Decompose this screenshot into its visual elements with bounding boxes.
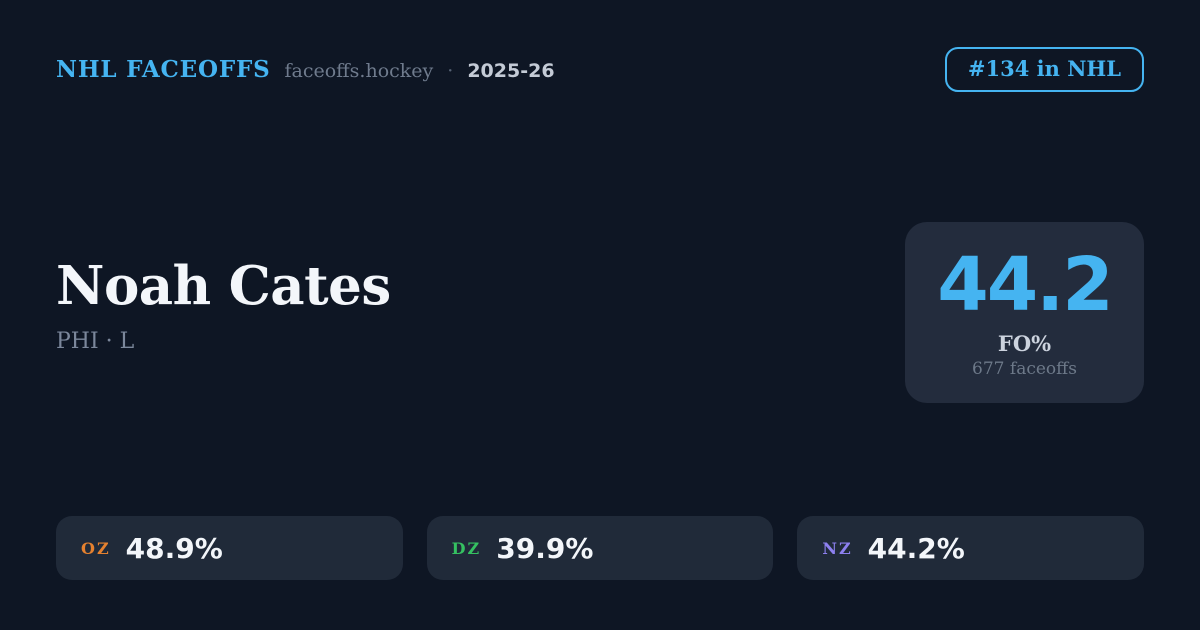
- player-name: Noah Cates: [56, 255, 391, 317]
- season-label: 2025-26: [467, 59, 555, 82]
- faceoff-pct-value: 44.2: [937, 242, 1114, 328]
- player-team-position: PHI · L: [56, 329, 135, 354]
- faceoff-summary-card: 44.2 FO% 677 faceoffs: [905, 222, 1144, 403]
- zone-label-nz: NZ: [822, 538, 853, 558]
- faceoff-pct-label: FO%: [997, 331, 1052, 356]
- brand-group: NHL FACEOFFS faceoffs.hockey · 2025-26: [56, 56, 555, 83]
- zone-label-dz: DZ: [451, 538, 482, 558]
- zone-stats-row: OZ 48.9% DZ 39.9% NZ 44.2%: [56, 516, 1145, 580]
- zone-value-nz: 44.2%: [867, 531, 965, 565]
- zone-pill-defensive: DZ 39.9%: [426, 516, 774, 580]
- separator-dot: ·: [447, 59, 454, 82]
- site-url: faceoffs.hockey: [284, 59, 434, 82]
- zone-pill-neutral: NZ 44.2%: [797, 516, 1145, 580]
- zone-label-oz: OZ: [81, 538, 111, 558]
- player-block: Noah Cates PHI · L: [56, 255, 391, 355]
- brand-title: NHL FACEOFFS: [56, 55, 271, 83]
- nhl-rank-badge: #134 in NHL: [944, 46, 1144, 92]
- zone-value-dz: 39.9%: [496, 531, 594, 565]
- faceoff-count: 677 faceoffs: [972, 359, 1077, 379]
- zone-value-oz: 48.9%: [125, 531, 223, 565]
- zone-pill-offensive: OZ 48.9%: [56, 516, 403, 580]
- header: NHL FACEOFFS faceoffs.hockey · 2025-26 #…: [56, 44, 1144, 94]
